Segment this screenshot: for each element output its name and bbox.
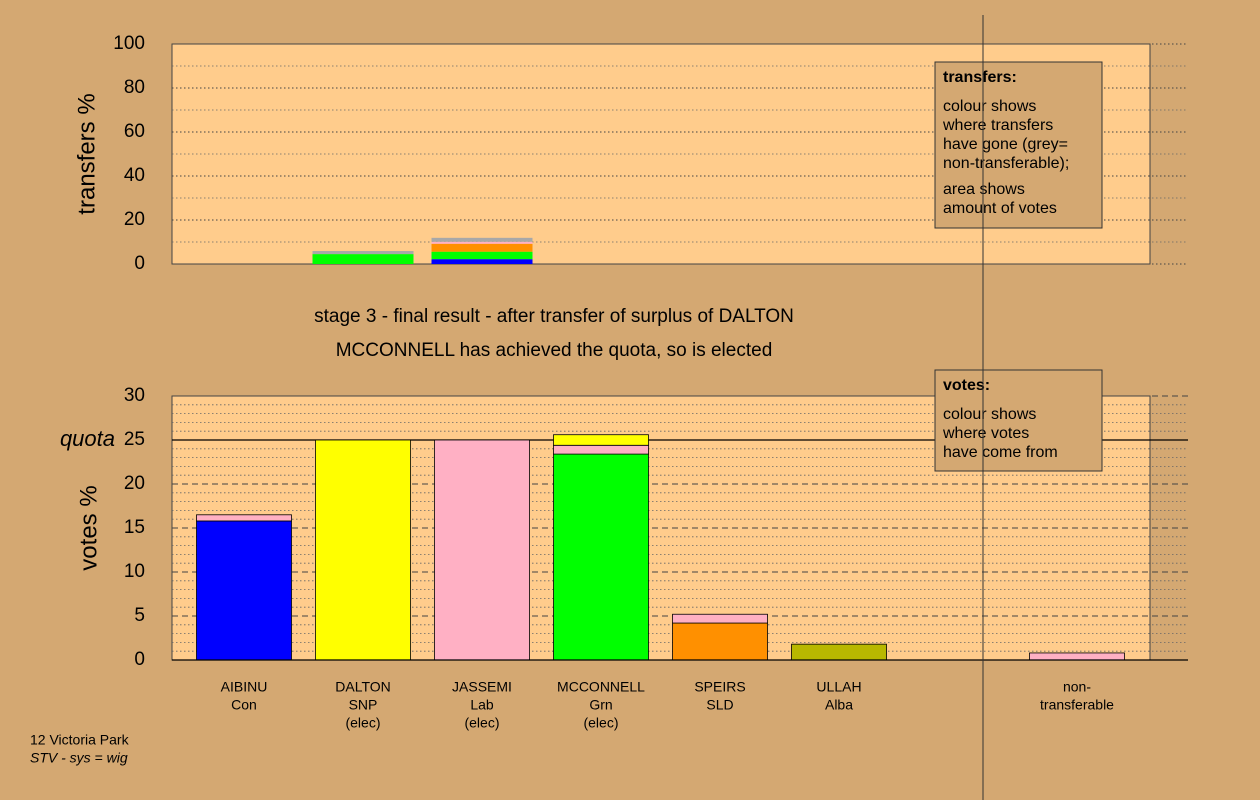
note-text: have gone (grey= xyxy=(943,136,1068,153)
bar-segment xyxy=(553,444,649,455)
y-tick-label: 30 xyxy=(124,385,145,406)
bar-segment xyxy=(431,243,533,252)
y-tick-label: 80 xyxy=(124,77,145,98)
bar-segment xyxy=(315,439,411,661)
note-heading: votes: xyxy=(943,377,990,394)
y-tick-label: 10 xyxy=(124,561,145,582)
quota-label: quota xyxy=(60,426,115,451)
x-tick-label: Alba xyxy=(825,697,853,713)
bar-segment xyxy=(431,259,533,264)
y-tick-label: 40 xyxy=(124,165,145,186)
y-tick-label: 100 xyxy=(113,33,145,54)
bar-segment xyxy=(312,254,414,264)
note-box xyxy=(934,61,1103,229)
x-tick-label: SLD xyxy=(706,697,733,713)
x-tick-label: ULLAH xyxy=(816,679,861,695)
bar-segment xyxy=(791,643,887,661)
note-text: where transfers xyxy=(942,117,1053,134)
y-tick-label: 5 xyxy=(134,605,145,626)
chart-title: stage 3 - final result - after transfer … xyxy=(314,306,794,327)
y-tick-label: 20 xyxy=(124,473,145,494)
y-tick-label: 60 xyxy=(124,121,145,142)
x-tick-label: Lab xyxy=(470,697,494,713)
x-tick-label: MCCONNELL xyxy=(557,679,645,695)
note-heading: transfers: xyxy=(943,69,1017,86)
note-text: area shows xyxy=(943,181,1025,198)
x-tick-label: (elec) xyxy=(345,715,380,731)
x-tick-label: transferable xyxy=(1040,697,1114,713)
chart-title: MCCONNELL has achieved the quota, so is … xyxy=(336,340,773,361)
y-axis-label: votes % xyxy=(75,485,102,570)
y-tick-label: 25 xyxy=(124,429,145,450)
bar-segment xyxy=(196,514,292,522)
note-text: have come from xyxy=(943,444,1058,461)
note-box xyxy=(934,369,1103,472)
footer-system: STV - sys = wig xyxy=(30,750,128,766)
bar-segment xyxy=(431,251,533,260)
x-tick-label: (elec) xyxy=(464,715,499,731)
bar-segment xyxy=(672,622,768,661)
x-tick-label: AIBINU xyxy=(221,679,268,695)
bar-segment xyxy=(312,251,414,255)
x-tick-label: Grn xyxy=(589,697,612,713)
x-tick-label: (elec) xyxy=(583,715,618,731)
x-tick-label: SPEIRS xyxy=(694,679,745,695)
x-tick-label: Con xyxy=(231,697,257,713)
bar-segment xyxy=(196,520,292,661)
note-text: colour shows xyxy=(943,406,1036,423)
bar-segment xyxy=(431,237,533,242)
bar-segment xyxy=(434,439,530,661)
y-axis-label: transfers % xyxy=(73,93,100,214)
x-tick-label: JASSEMI xyxy=(452,679,512,695)
x-tick-label: SNP xyxy=(349,697,378,713)
note-text: amount of votes xyxy=(943,200,1057,217)
y-tick-label: 0 xyxy=(134,649,145,670)
x-tick-label: DALTON xyxy=(335,679,391,695)
note-text: where votes xyxy=(942,425,1029,442)
bar-segment xyxy=(431,241,533,244)
note-text: colour shows xyxy=(943,98,1036,115)
y-tick-label: 0 xyxy=(134,253,145,274)
bar-segment xyxy=(553,434,649,446)
footer-place: 12 Victoria Park xyxy=(30,732,130,748)
bar-segment xyxy=(553,453,649,661)
note-text: non-transferable); xyxy=(943,155,1069,172)
y-tick-label: 20 xyxy=(124,209,145,230)
x-tick-label: non- xyxy=(1063,679,1091,695)
bar-segment xyxy=(1029,652,1125,661)
bar-segment xyxy=(672,613,768,624)
y-tick-label: 15 xyxy=(124,517,145,538)
